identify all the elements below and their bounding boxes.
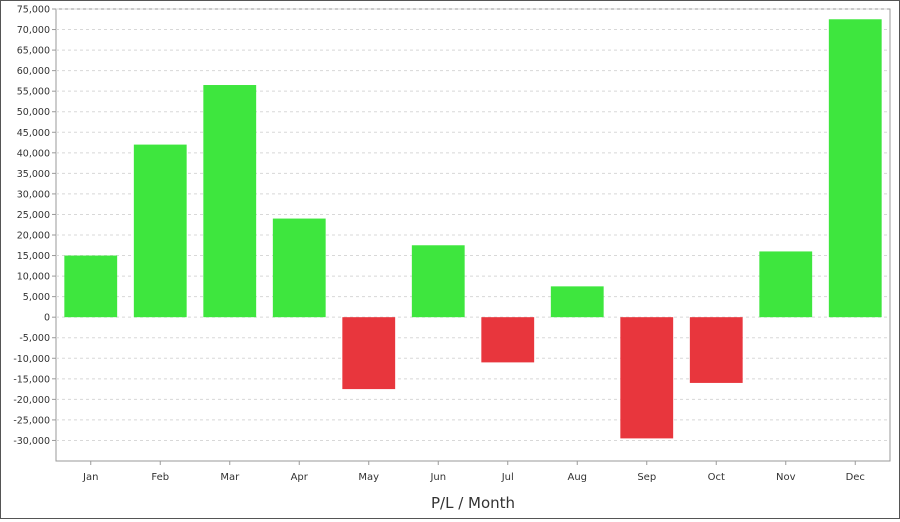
bar-apr <box>272 218 326 318</box>
x-axis-ticks: Jan Feb Mar Apr May Jun Jul Aug Sep Oct Nov Dec <box>82 461 865 483</box>
y-axis-ticks: 75,000 70,000 65,000 60,000 55,000 50,000 45,0… <box>13 5 56 447</box>
y-tick-label: 5,000 <box>23 292 50 303</box>
gridlines <box>56 8 890 441</box>
y-tick-label: 40,000 <box>17 148 50 159</box>
bars <box>64 19 882 439</box>
bar-jun <box>411 245 465 318</box>
y-tick-label: 10,000 <box>17 272 50 283</box>
y-tick-label: 45,000 <box>17 128 50 139</box>
y-tick-label: 25,000 <box>17 210 50 221</box>
bar-jan <box>64 255 118 318</box>
bar-sep <box>620 317 674 439</box>
bar-feb <box>133 144 187 318</box>
x-tick-label: Feb <box>151 472 169 483</box>
x-tick-label: Dec <box>846 472 865 483</box>
x-tick-label: Nov <box>776 472 796 483</box>
y-tick-label: -15,000 <box>13 374 50 385</box>
bar-oct <box>689 317 743 383</box>
x-tick-label: Jan <box>82 472 98 483</box>
x-tick-label: Oct <box>708 472 725 483</box>
y-tick-label: 0 <box>44 313 50 324</box>
bar-may <box>342 317 396 390</box>
x-axis-label: P/L / Month <box>431 494 515 512</box>
y-tick-label: 15,000 <box>17 251 50 262</box>
y-tick-label: -25,000 <box>13 415 50 426</box>
y-tick-label: 60,000 <box>17 66 50 77</box>
x-tick-label: Apr <box>291 472 309 483</box>
y-tick-label: 20,000 <box>17 231 50 242</box>
x-tick-label: Aug <box>567 472 587 483</box>
x-tick-label: Jun <box>429 472 446 483</box>
y-tick-label: 55,000 <box>17 87 50 98</box>
y-tick-label: 70,000 <box>17 25 50 36</box>
bar-aug <box>550 286 604 318</box>
x-tick-label: Mar <box>220 472 240 483</box>
y-tick-label: 30,000 <box>17 189 50 200</box>
y-tick-label: -5,000 <box>19 333 50 344</box>
bar-dec <box>828 19 882 318</box>
y-tick-label: 50,000 <box>17 107 50 118</box>
y-tick-label: -10,000 <box>13 354 50 365</box>
bar-jul <box>481 317 535 363</box>
y-tick-label: -30,000 <box>13 436 50 447</box>
x-tick-label: Sep <box>637 472 656 483</box>
bar-mar <box>203 85 257 318</box>
y-tick-label: 65,000 <box>17 46 50 57</box>
bar-nov <box>759 251 813 318</box>
y-tick-label: -20,000 <box>13 395 50 406</box>
x-tick-label: May <box>358 472 379 483</box>
y-tick-label: 35,000 <box>17 169 50 180</box>
x-tick-label: Jul <box>501 472 514 483</box>
y-tick-label: 75,000 <box>17 5 50 16</box>
